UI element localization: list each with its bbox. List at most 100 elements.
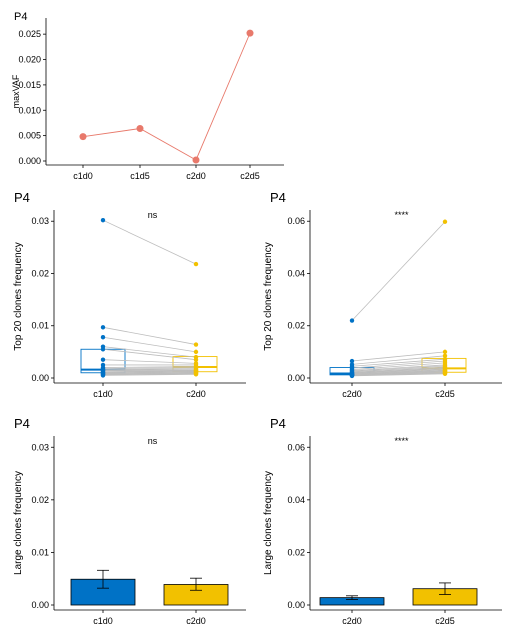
maxvaf-line-chart: P4 0.000 0.005 0.010 0.015 0.020 0.025 maxVAF c1… [11,11,284,181]
point-group-2 [442,371,448,377]
significance-label: ns [148,210,158,220]
x-tick-label: c1d0 [73,171,93,181]
significance-label: **** [394,210,409,220]
point-group-2 [442,219,448,224]
pair-line [351,366,446,373]
point-group-1 [349,358,355,364]
y-tick-label: 0.02 [287,321,305,331]
y-tick-label: 0.03 [31,442,49,452]
pair-line [102,373,197,376]
pair-line [102,326,197,345]
pair-line [351,367,446,374]
x-tick-label: c1d5 [130,171,150,181]
y-axis-label: Large clones frequency [263,471,274,575]
y-tick-label: 0.01 [31,547,49,557]
y-tick-label: 0.025 [18,29,41,39]
pair-line [102,369,197,372]
y-tick-label: 0.00 [287,373,305,383]
x-tick-label: c2d0 [186,616,206,626]
point-group-1 [100,357,106,362]
maxvaf-point [192,156,200,164]
x-tick-label: c1d0 [93,389,113,399]
x-tick-label: c2d0 [342,616,362,626]
large-clones-c2d0-c2d5-chart: P4 0.00 0.02 0.04 0.06 Large clones frequency… [263,416,502,626]
x-tick-label: c1d0 [93,616,113,626]
pair-line [102,370,197,373]
pair-line [102,367,197,369]
pair-line [102,370,197,373]
significance-label: ns [148,436,158,446]
pair-line [102,372,197,375]
y-tick-label: 0.06 [287,216,305,226]
pair-line [102,336,197,353]
point-group-2 [442,349,448,355]
point-group-2 [193,357,199,362]
point-group-2 [193,372,199,377]
y-tick-label: 0.020 [18,55,41,65]
pair-line [351,365,446,372]
point-group-2 [193,349,199,355]
top20-c2d0-c2d5-chart: P4 0.00 0.02 0.04 0.06 Top 20 clones frequenc… [263,190,502,399]
y-tick-label: 0.010 [18,105,41,115]
y-tick-label: 0.02 [287,547,305,557]
y-tick-label: 0.02 [31,495,49,505]
pair-line [102,372,197,375]
pair-line [102,371,197,374]
x-tick-label: c2d5 [240,171,260,181]
point-group-2 [193,342,199,347]
panel-title: P4 [270,416,286,431]
x-tick-label: c2d5 [435,389,455,399]
pair-line [102,359,197,364]
y-tick-label: 0.00 [31,373,49,383]
pair-line [102,366,197,368]
y-tick-label: 0.01 [31,321,49,331]
y-tick-label: 0.02 [31,268,49,278]
point-group-1 [100,217,106,223]
maxvaf-point [79,133,87,141]
pair-line [102,368,197,371]
pair-line [102,346,197,358]
y-axis-label: Top 20 clones frequency [13,242,24,350]
point-group-1 [100,335,106,340]
pair-line [351,373,446,377]
maxvaf-point [246,29,254,37]
pair-line [102,369,197,371]
y-axis-label: maxVAF [11,74,21,108]
top20-c1d0-c2d0-chart: P4 0.00 0.01 0.02 0.03 Top 20 clones frequenc… [13,190,246,399]
point-group-1 [349,318,355,323]
panel-title: P4 [14,190,30,205]
x-tick-label: c2d0 [186,171,206,181]
panel-title: P4 [270,190,286,205]
pair-line [102,371,197,374]
pair-line [102,219,197,265]
maxvaf-point [136,125,144,133]
pair-line [351,351,446,362]
pair-line [351,360,446,369]
x-tick-label: c2d0 [186,389,206,399]
pair-line [102,348,197,361]
y-tick-label: 0.005 [18,131,41,141]
panel-title: P4 [14,11,27,23]
x-tick-label: c2d5 [435,616,455,626]
maxvaf-series-line [82,32,251,161]
y-tick-label: 0.015 [18,80,41,90]
panel-title: P4 [14,416,30,431]
pair-line [351,368,446,374]
y-axis-label: Top 20 clones frequency [263,242,274,350]
pair-line [351,358,446,367]
point-group-2 [193,261,199,267]
pair-line [351,221,446,321]
y-tick-label: 0.04 [287,268,305,278]
pair-line [351,362,446,371]
y-axis-label: Large clones frequency [13,471,24,575]
point-group-1 [100,347,106,352]
point-group-2 [442,353,448,358]
pair-line [102,373,197,376]
point-group-1 [349,373,355,379]
point-group-1 [100,373,106,378]
y-tick-label: 0.00 [31,600,49,610]
significance-label: **** [394,436,409,446]
point-group-1 [100,325,106,330]
y-tick-label: 0.00 [287,600,305,610]
